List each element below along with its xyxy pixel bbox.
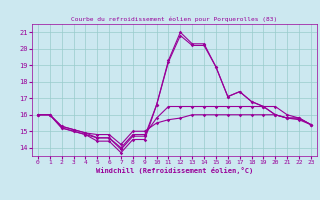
Title: Courbe du refroidissement éolien pour Porquerolles (83): Courbe du refroidissement éolien pour Po… (71, 17, 277, 22)
X-axis label: Windchill (Refroidissement éolien,°C): Windchill (Refroidissement éolien,°C) (96, 167, 253, 174)
